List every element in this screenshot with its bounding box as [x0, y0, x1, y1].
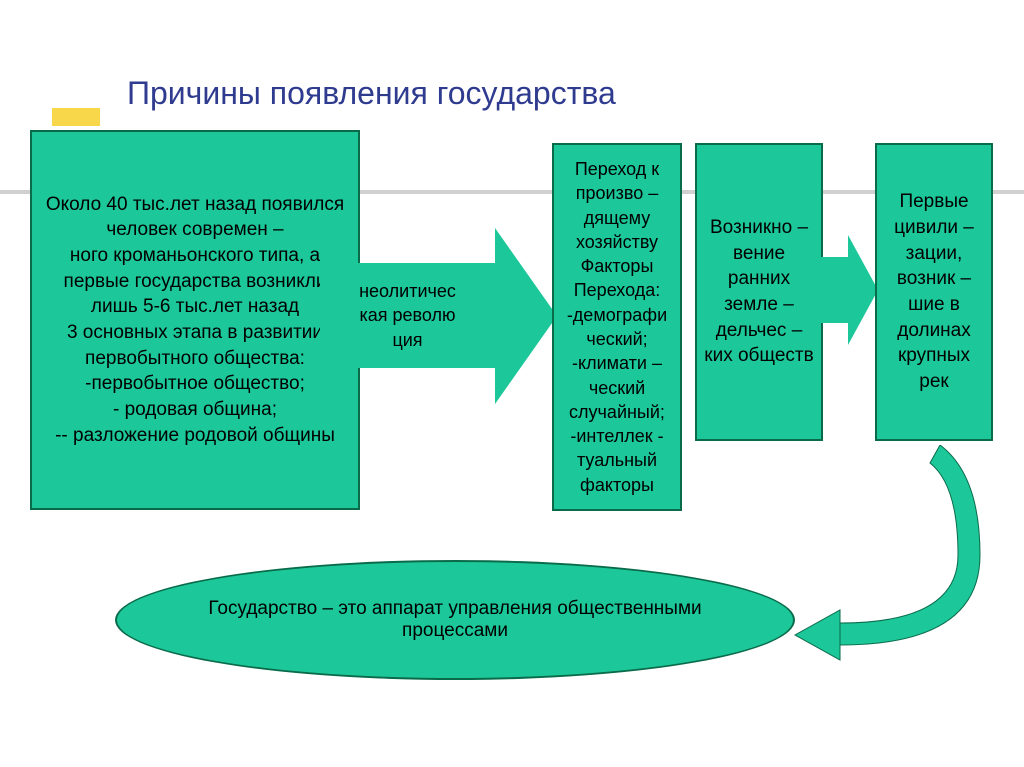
arrow-revolution-head	[495, 228, 557, 404]
accent-bar	[52, 108, 100, 126]
box-civilizations-text: Первые цивили – зации, возник – шие в до…	[881, 189, 987, 394]
box-transition: Переход к произво – дящему хозяйству Фак…	[552, 143, 682, 511]
definition-text: Государство – это аппарат управления общ…	[177, 598, 733, 642]
box-stage-intro: Около 40 тыс.лет назад появился человек …	[30, 130, 360, 510]
arrow-revolution-body: неолитическая революция	[320, 263, 495, 368]
arrow-to-civilizations	[820, 235, 880, 345]
arrow-revolution: неолитическая революция	[320, 228, 560, 403]
arrow2-body	[820, 257, 848, 323]
arrow2-head	[848, 235, 878, 345]
box-transition-text: Переход к произво – дящему хозяйству Фак…	[558, 157, 676, 497]
definition-ellipse: Государство – это аппарат управления общ…	[115, 560, 795, 680]
revolution-text: неолитическая революция	[359, 279, 456, 352]
box-stage-intro-text: Около 40 тыс.лет назад появился человек …	[36, 192, 354, 448]
box-civilizations: Первые цивили – зации, возник – шие в до…	[875, 143, 993, 441]
curved-arrow-icon	[780, 445, 1000, 685]
box-early-societies: Возникно – вение ранних земле – дельчес …	[695, 143, 823, 441]
page-title: Причины появления государства	[127, 75, 616, 112]
box-early-societies-text: Возникно – вение ранних земле – дельчес …	[701, 215, 817, 369]
